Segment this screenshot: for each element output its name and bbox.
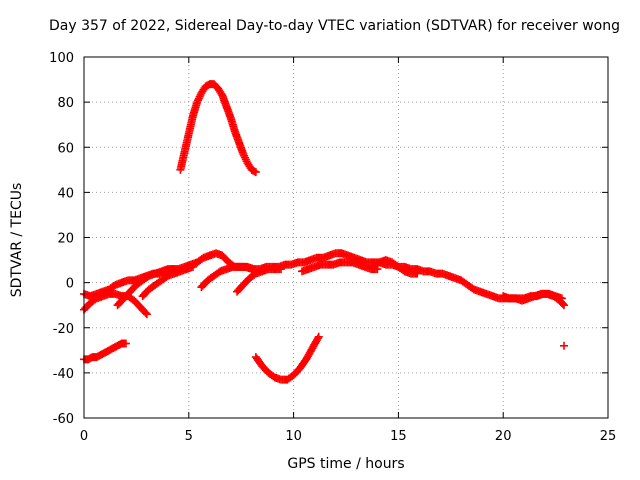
- series-arc-j: [297, 258, 382, 276]
- y-tick-label: 0: [66, 277, 74, 292]
- data-point: [241, 155, 250, 164]
- data-point: [559, 301, 568, 310]
- data-point: [313, 334, 322, 343]
- y-tick-label: -20: [53, 322, 74, 337]
- series-arc-b: [80, 339, 130, 364]
- series-lone: [559, 341, 568, 350]
- data-points: [80, 80, 568, 384]
- data-point: [413, 269, 422, 278]
- data-point: [194, 96, 203, 105]
- x-tick-label: 25: [600, 429, 617, 444]
- series-arc-e: [138, 262, 197, 301]
- data-point: [121, 339, 130, 348]
- series-arc-l: [499, 289, 568, 310]
- data-point: [239, 150, 248, 159]
- axis-ticks: 0 5 10 15 20 25 100 80 60 40 20 0 -20 -40 -60: [49, 51, 616, 444]
- series-arc-g: [197, 262, 256, 292]
- x-tick-label: 10: [285, 429, 302, 444]
- plot-frame: [83, 56, 609, 419]
- series-arc-h: [233, 265, 286, 296]
- data-point: [195, 92, 204, 101]
- data-point: [142, 310, 151, 319]
- x-tick-label: 15: [390, 429, 407, 444]
- series-arc-d: [113, 265, 179, 310]
- data-point: [188, 262, 197, 271]
- data-point: [240, 151, 249, 160]
- data-point: [277, 265, 286, 274]
- data-point: [559, 341, 568, 350]
- grid-lines: [84, 57, 608, 418]
- y-tick-label: 80: [57, 96, 74, 111]
- data-point: [193, 98, 202, 107]
- series-arc-k: [369, 256, 422, 278]
- data-point: [251, 168, 260, 177]
- data-point: [314, 332, 323, 341]
- series-arc-f: [176, 80, 260, 177]
- y-tick-label: 100: [49, 51, 74, 66]
- x-tick-label: 5: [185, 429, 193, 444]
- data-point: [247, 265, 256, 274]
- data-point: [240, 153, 249, 162]
- y-tick-label: 20: [57, 232, 74, 247]
- data-point: [194, 94, 203, 103]
- x-axis-label: GPS time / hours: [287, 456, 405, 472]
- y-tick-label: 60: [57, 141, 74, 156]
- y-tick-label: 40: [57, 186, 74, 201]
- y-tick-label: -40: [53, 367, 74, 382]
- x-tick-label: 0: [80, 429, 88, 444]
- series-arc-i: [251, 332, 323, 384]
- x-tick-label: 20: [495, 429, 512, 444]
- data-point: [141, 308, 150, 317]
- y-tick-label: -60: [53, 412, 74, 427]
- data-point: [558, 300, 567, 309]
- chart-title: Day 357 of 2022, Sidereal Day-to-day VTE…: [49, 18, 620, 34]
